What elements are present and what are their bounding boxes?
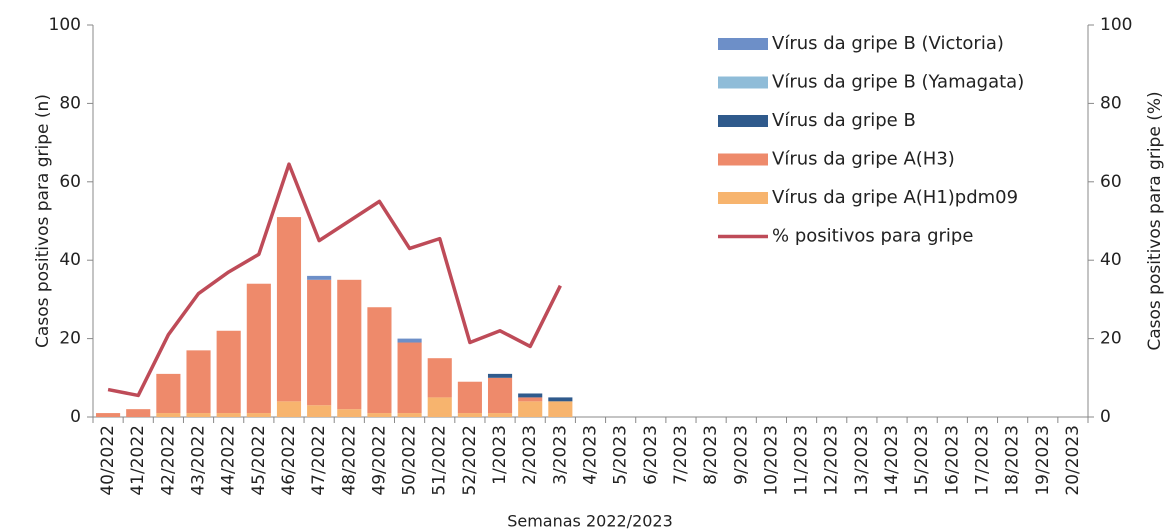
y-tick-label: 60 [59, 172, 81, 192]
bar-segment [367, 413, 392, 417]
bar-segment [276, 217, 302, 402]
y-tick-label: 0 [70, 407, 81, 427]
legend-label: % positivos para gripe [772, 226, 973, 247]
x-tick-label: 47/2022 [309, 425, 329, 496]
bar-segment [397, 338, 422, 343]
x-tick-label: 13/2023 [852, 425, 872, 496]
bar-segment [337, 279, 362, 410]
x-tick-label: 3/2023 [550, 425, 570, 485]
x-tick-label: 16/2023 [942, 425, 962, 496]
x-tick-label: 18/2023 [1003, 425, 1023, 496]
x-tick-label: 1/2023 [490, 425, 510, 485]
y2-tick-label: 60 [1100, 172, 1122, 192]
y-tick-label: 40 [59, 250, 81, 270]
line-series [107, 162, 562, 398]
bar-segment [307, 279, 332, 406]
bar-segment [307, 275, 332, 280]
x-tick-label: 52/2022 [460, 425, 480, 496]
x-tick-label: 12/2023 [822, 425, 842, 496]
x-tick-label: 5/2023 [611, 425, 631, 485]
x-tick-label: 15/2023 [912, 425, 932, 496]
bar-segment [246, 283, 271, 414]
bar-segment [518, 397, 543, 402]
bar-segment [216, 330, 241, 414]
x-tick-label: 42/2022 [158, 425, 178, 496]
x-tick-label: 2/2023 [520, 425, 540, 485]
legend-label: Vírus da gripe A(H3) [772, 149, 955, 170]
legend-label: Vírus da gripe B (Yamagata) [772, 72, 1024, 93]
bar-segment [276, 401, 302, 417]
legend-label: Vírus da gripe A(H1)pdm09 [772, 187, 1018, 208]
x-tick-label: 40/2022 [98, 425, 118, 496]
bar-segment [156, 373, 181, 414]
x-tick-label: 41/2022 [128, 425, 148, 496]
x-tick-label: 6/2023 [641, 425, 661, 485]
bar-segment [548, 397, 573, 402]
bar-segment [518, 393, 543, 398]
bar-segment [518, 401, 543, 417]
x-tick-label: 48/2022 [339, 425, 359, 496]
y2-tick-label: 40 [1100, 250, 1122, 270]
legend-swatch [718, 38, 768, 50]
x-tick-label: 11/2023 [792, 425, 812, 496]
y-tick-label: 20 [59, 329, 81, 349]
bar-segment [186, 413, 211, 417]
y-axis-title: Casos positivos para gripe (n) [33, 94, 53, 348]
x-tick-label: 43/2022 [189, 425, 209, 496]
legend-swatch [718, 192, 768, 204]
x-tick-label: 7/2023 [671, 425, 691, 485]
bar-segment [548, 401, 573, 417]
x-tick-label: 10/2023 [761, 425, 781, 496]
x-tick-label: 44/2022 [219, 425, 239, 496]
x-tick-label: 45/2022 [249, 425, 269, 496]
bar-segment [216, 413, 241, 417]
x-tick-label: 20/2023 [1063, 425, 1083, 496]
bar-segment [337, 409, 362, 417]
bar-segment [367, 307, 392, 414]
bar-segment [487, 413, 513, 417]
bar-segment [487, 373, 513, 378]
bar-segment [457, 413, 482, 417]
x-tick-label: 50/2022 [400, 425, 420, 496]
bar-segment [397, 413, 422, 417]
y2-tick-label: 80 [1100, 93, 1122, 113]
x-tick-label: 9/2023 [731, 425, 751, 485]
y-tick-label: 80 [59, 93, 81, 113]
bar-segment [126, 409, 151, 417]
x-axis-title: Semanas 2022/2023 [507, 512, 673, 531]
y2-tick-label: 0 [1100, 407, 1111, 427]
bar-segment [156, 413, 181, 417]
legend-swatch [718, 115, 768, 127]
legend-label: Vírus da gripe B (Victoria) [772, 33, 1004, 54]
x-tick-label: 14/2023 [882, 425, 902, 496]
y-tick-label: 100 [49, 15, 81, 35]
x-tick-label: 8/2023 [701, 425, 721, 485]
y2-tick-label: 100 [1100, 15, 1132, 35]
bar-segment [427, 397, 452, 417]
bar-segment [186, 350, 211, 414]
x-tick-label: 49/2022 [369, 425, 389, 496]
bar-segment [307, 405, 332, 417]
bar-segment [487, 377, 513, 414]
bar-segment [96, 413, 121, 417]
x-tick-label: 46/2022 [279, 425, 299, 496]
x-tick-label: 17/2023 [972, 425, 992, 496]
bar-segment [457, 381, 482, 414]
x-tick-label: 51/2022 [430, 425, 450, 496]
y2-tick-label: 20 [1100, 329, 1122, 349]
bar-segment [427, 358, 452, 398]
legend-swatch [718, 153, 768, 166]
y2-axis-title: Casos positivos para gripe (%) [1145, 91, 1165, 350]
bar-segment [246, 413, 271, 417]
x-tick-label: 19/2023 [1033, 425, 1053, 496]
bar-segment [397, 342, 422, 414]
legend-swatch [718, 76, 768, 89]
legend-label: Vírus da gripe B [772, 110, 916, 131]
x-tick-label: 4/2023 [581, 425, 601, 485]
